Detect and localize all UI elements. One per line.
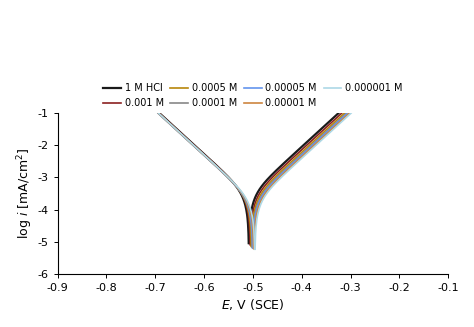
Legend: 1 M HCl, 0.001 M, 0.0005 M, 0.0001 M, 0.00005 M, 0.00001 M, 0.000001 M: 1 M HCl, 0.001 M, 0.0005 M, 0.0001 M, 0.… bbox=[99, 79, 407, 112]
X-axis label: $E$, V (SCE): $E$, V (SCE) bbox=[221, 297, 285, 312]
Y-axis label: log $i$ [mA/cm$^2$]: log $i$ [mA/cm$^2$] bbox=[15, 148, 35, 239]
